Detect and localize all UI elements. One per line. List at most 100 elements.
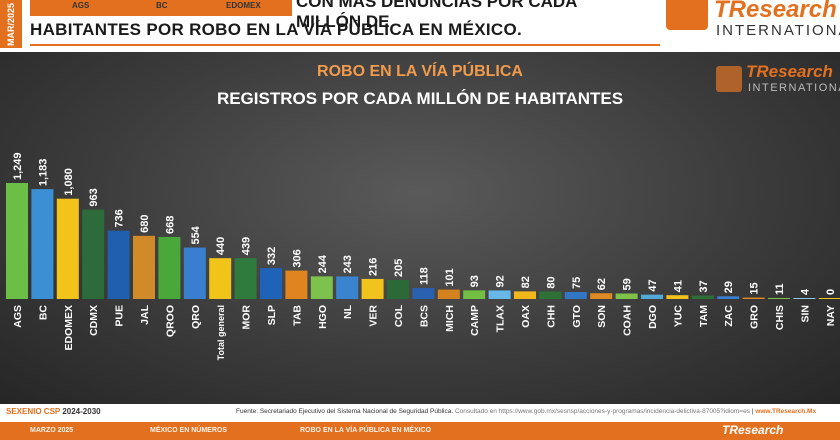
top-ranking-strip: AGS BC EDOMEX xyxy=(30,0,292,16)
bar-value-label: 554 xyxy=(190,225,202,244)
bar-value-label: 0 xyxy=(825,289,837,295)
category-label: QRO xyxy=(190,305,202,329)
bar xyxy=(742,297,765,299)
category-label: Total general xyxy=(216,305,226,360)
bar xyxy=(133,235,155,299)
footer-period: SEXENIO CSP 2024-2030 xyxy=(6,407,101,416)
bar xyxy=(183,247,206,299)
category-label: BC xyxy=(37,305,49,321)
chart-subtitle: REGISTROS POR CADA MILLÓN DE HABITANTES xyxy=(217,89,623,108)
bar-value-label: 306 xyxy=(291,249,303,267)
bar-value-label: 62 xyxy=(596,278,608,290)
bar xyxy=(615,293,638,299)
bar-value-label: 59 xyxy=(622,278,634,290)
header-divider xyxy=(30,44,660,46)
category-label: CDMX xyxy=(88,305,100,336)
category-label: TLAX xyxy=(495,305,507,332)
category-label: ZAC xyxy=(723,305,735,327)
footer: SEXENIO CSP 2024-2030 Fuente: Secretaria… xyxy=(0,404,840,422)
bar-value-label: 1,080 xyxy=(63,168,75,196)
category-label: DGO xyxy=(647,305,659,329)
chart-panel: ROBO EN LA VÍA PÚBLICA REGISTROS POR CADA… xyxy=(0,52,840,404)
category-label: MICH xyxy=(444,305,456,332)
bar-value-label: 82 xyxy=(520,276,532,288)
bar-value-label: 101 xyxy=(444,268,456,286)
bar xyxy=(310,276,333,299)
chart-title: ROBO EN LA VÍA PÚBLICA xyxy=(317,61,523,80)
bar xyxy=(488,290,511,299)
bar-value-label: 118 xyxy=(418,267,430,285)
category-label: VER xyxy=(368,305,380,327)
category-label: CHH xyxy=(545,305,557,328)
bar xyxy=(818,298,840,299)
bar xyxy=(590,293,613,299)
category-label: EDOMEX xyxy=(63,305,75,351)
source-url[interactable]: Consultado en https://www.gob.mx/sesnsp/… xyxy=(454,408,750,415)
bar xyxy=(260,268,282,299)
category-label: YUC xyxy=(672,305,684,328)
bar xyxy=(717,296,740,299)
bar xyxy=(387,279,409,299)
bar-value-label: 15 xyxy=(749,282,761,294)
logo-chart-icon xyxy=(666,0,708,30)
bar-value-label: 205 xyxy=(393,259,405,277)
panel-logo-sub: INTERNATIONAL xyxy=(748,82,840,94)
category-label: TAM xyxy=(698,305,710,327)
category-label: CHIS xyxy=(774,305,786,330)
bar-value-label: 668 xyxy=(164,216,176,234)
bar xyxy=(641,294,663,299)
category-label: SON xyxy=(596,305,608,328)
top-label-3: EDOMEX xyxy=(226,1,261,10)
bar xyxy=(793,298,816,299)
bar-value-label: 1,183 xyxy=(37,159,49,187)
bar xyxy=(514,291,536,299)
bar xyxy=(691,295,714,299)
bar xyxy=(285,270,308,299)
category-label: SLP xyxy=(266,305,278,325)
source-text: Fuente: Secretariado Ejecutivo del Siste… xyxy=(236,408,454,415)
bar-value-label: 29 xyxy=(723,281,735,293)
bar-value-label: 439 xyxy=(241,237,253,255)
bar xyxy=(564,292,587,299)
bar-value-label: 216 xyxy=(368,258,380,276)
category-label: HGO xyxy=(317,305,329,329)
bar xyxy=(31,189,54,299)
logo-brand-text: TResearch xyxy=(714,0,837,23)
category-label: SIN xyxy=(799,305,811,323)
bar xyxy=(82,209,105,299)
bar xyxy=(361,278,384,299)
footer-period-label: SEXENIO CSP xyxy=(6,407,61,416)
bar-value-label: 244 xyxy=(317,254,329,273)
category-label: OAX xyxy=(520,305,532,328)
category-label: COAH xyxy=(622,305,634,336)
footer-source: Fuente: Secretariado Ejecutivo del Siste… xyxy=(236,408,817,415)
panel-logo: TResearch INTERNATIONAL xyxy=(716,62,840,102)
category-label: NL xyxy=(342,304,354,319)
category-label: QROO xyxy=(164,305,176,337)
bar xyxy=(437,289,460,299)
bar-value-label: 243 xyxy=(342,255,354,273)
bar xyxy=(107,230,130,299)
category-label: GRO xyxy=(749,305,761,329)
category-label: NAY xyxy=(825,305,837,326)
bar-value-label: 80 xyxy=(545,276,557,288)
category-label: MOR xyxy=(241,305,253,330)
bar-chart: ROBO EN LA VÍA PÚBLICA REGISTROS POR CADA… xyxy=(6,61,840,360)
bar xyxy=(6,183,28,299)
bar xyxy=(336,276,359,299)
category-label: BCS xyxy=(418,305,430,327)
site-link[interactable]: www.TResearch.Mx xyxy=(755,408,817,415)
bar xyxy=(768,297,790,299)
bar xyxy=(412,288,435,299)
top-label-2: BC xyxy=(156,1,168,10)
bar-value-label: 332 xyxy=(266,247,278,265)
bar xyxy=(463,290,486,299)
bar xyxy=(539,291,562,299)
bar-value-label: 4 xyxy=(799,288,811,295)
bar-value-label: 75 xyxy=(571,277,583,289)
panel-logo-brand: TResearch xyxy=(746,62,833,81)
bar-value-label: 11 xyxy=(774,283,786,295)
bar-value-label: 92 xyxy=(495,275,507,287)
category-label: COL xyxy=(393,304,405,327)
footer-bar-item-2: MÉXICO EN NÚMEROS xyxy=(150,427,228,434)
